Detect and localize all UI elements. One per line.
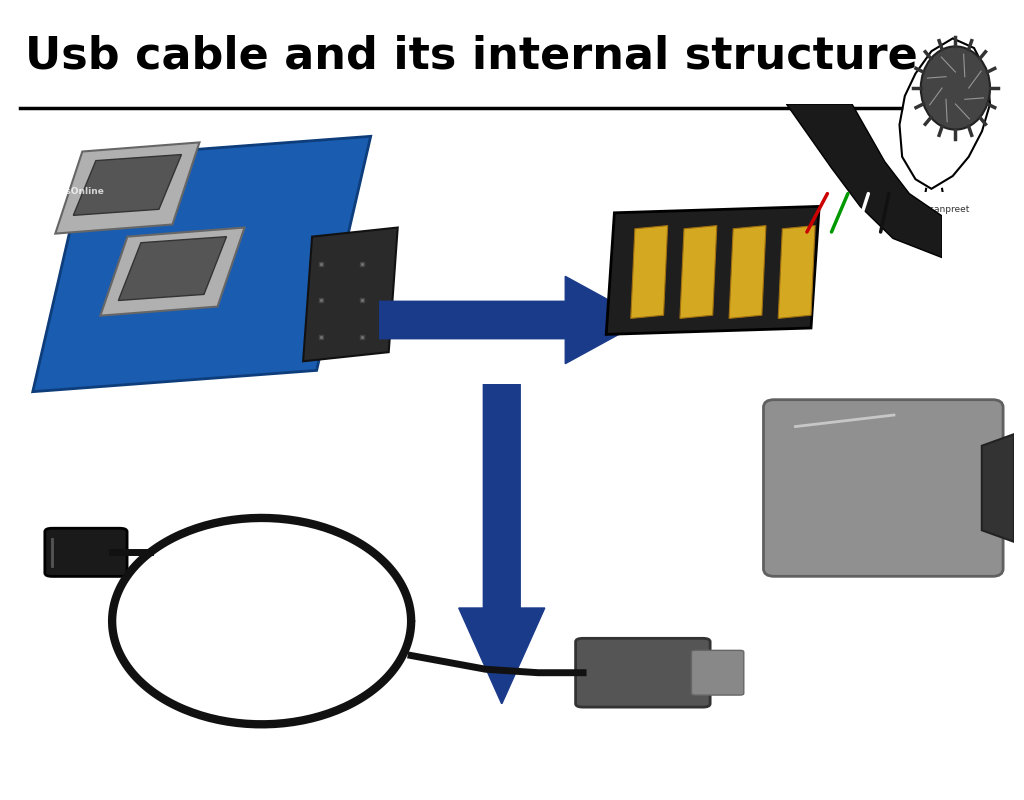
- Polygon shape: [119, 237, 226, 301]
- Polygon shape: [55, 142, 200, 234]
- FancyBboxPatch shape: [45, 528, 127, 576]
- Polygon shape: [786, 104, 942, 258]
- Polygon shape: [982, 434, 1014, 542]
- Polygon shape: [680, 226, 717, 318]
- Polygon shape: [631, 226, 668, 318]
- Polygon shape: [33, 136, 371, 392]
- Polygon shape: [778, 226, 815, 318]
- FancyBboxPatch shape: [575, 638, 711, 707]
- Polygon shape: [379, 276, 645, 364]
- Text: ersanpreet: ersanpreet: [920, 206, 970, 214]
- Polygon shape: [100, 227, 245, 316]
- Text: CablesOnline: CablesOnline: [37, 187, 104, 196]
- Polygon shape: [606, 206, 819, 334]
- FancyBboxPatch shape: [764, 400, 1004, 576]
- Polygon shape: [729, 226, 766, 318]
- Polygon shape: [303, 227, 397, 362]
- FancyBboxPatch shape: [691, 650, 743, 695]
- Polygon shape: [74, 154, 181, 215]
- Circle shape: [921, 46, 990, 130]
- Text: Usb cable and its internal structure: Usb cable and its internal structure: [25, 34, 918, 78]
- Polygon shape: [459, 384, 545, 704]
